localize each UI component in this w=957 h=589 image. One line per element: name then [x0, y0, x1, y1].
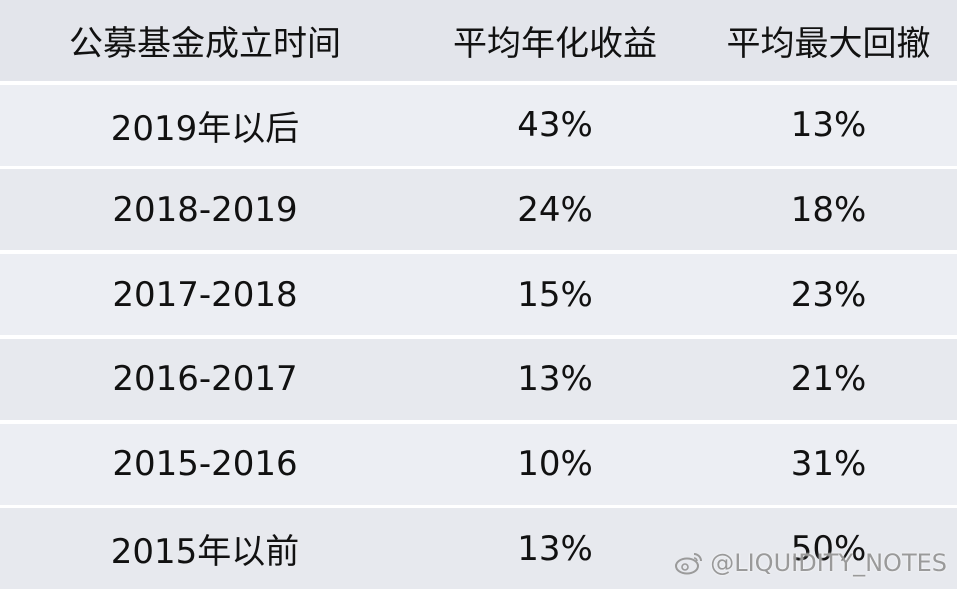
table-cell: 2015年以前 [110, 532, 300, 573]
table-cell: 13% [517, 528, 593, 569]
table-cell: 21% [790, 359, 867, 400]
header-cell: 平均年化收益 [453, 24, 657, 64]
table-cell: 10% [517, 444, 593, 484]
table-row: 2018-2019 24% 18% [0, 169, 957, 251]
table-cell: 18% [790, 189, 867, 230]
watermark: @LIQUIDITY_NOTES [674, 549, 947, 577]
table-row: 2019年以后 43% 13% [0, 84, 957, 166]
table-cell: 23% [790, 274, 867, 315]
table-row: 2016-2017 13% 21% [0, 338, 957, 420]
weibo-icon [675, 553, 703, 575]
table-cell: 2015-2016 [112, 444, 298, 484]
table-cell: 2019年以后 [110, 108, 300, 149]
header-cell: 公募基金成立时间 [69, 24, 341, 64]
table-cell: 31% [790, 444, 867, 484]
table-cell: 2016-2017 [112, 359, 298, 400]
table-row: 2017-2018 15% 23% [0, 254, 957, 336]
table-cell: 13% [790, 105, 867, 146]
table-cell: 15% [517, 274, 593, 315]
table-cell: 50% [790, 528, 867, 569]
table-row: 2015年以前 13% 50% [0, 508, 957, 589]
table-cell: 2018-2019 [112, 189, 298, 230]
table-cell: 24% [517, 189, 593, 230]
table-cell: 13% [517, 359, 593, 400]
header-row: 公募基金成立时间 平均年化收益 平均最大回撤 [0, 0, 957, 81]
table-row: 2015-2016 10% 31% [0, 423, 957, 505]
table-cell: 2017-2018 [112, 274, 298, 315]
header-cell: 平均最大回撤 [726, 24, 931, 64]
watermark-text: @LIQUIDITY_NOTES [710, 549, 947, 577]
table-cell: 43% [517, 105, 593, 146]
